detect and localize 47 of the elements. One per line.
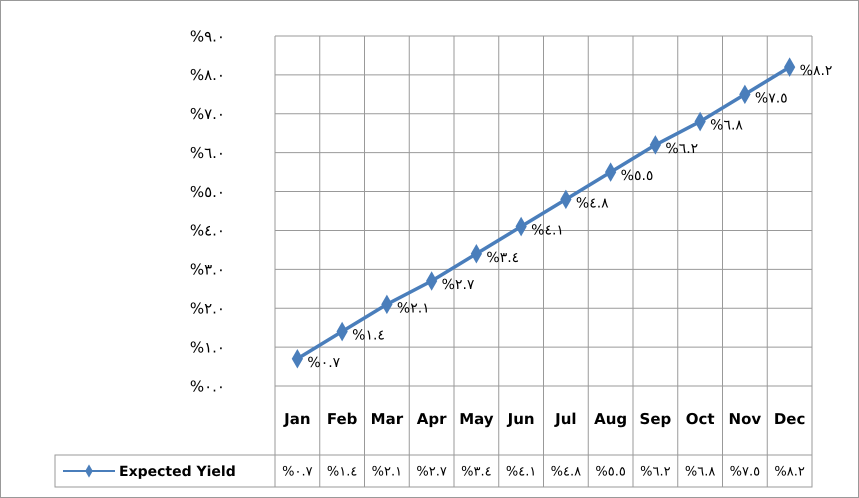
y-tick-label: %٦.٠ bbox=[190, 144, 225, 162]
x-tick-label: Aug bbox=[594, 410, 628, 428]
data-label: %٠.٧ bbox=[282, 464, 313, 480]
text: %٣.٤ bbox=[486, 250, 520, 266]
text: %٦.٢ bbox=[665, 140, 698, 157]
x-tick-label: Jan bbox=[283, 410, 311, 428]
text: %٢.٧ bbox=[442, 277, 474, 293]
data-label: %٤.١ bbox=[506, 464, 536, 480]
x-tick-label: Nov bbox=[728, 410, 762, 428]
text: %٨.٢ bbox=[800, 63, 832, 80]
data-label: %٢.٧ bbox=[416, 464, 447, 480]
text: %٥.٥ bbox=[620, 168, 654, 184]
x-tick-label: Jun bbox=[506, 410, 535, 428]
x-tick-label: Feb bbox=[326, 410, 358, 428]
data-label: %٣.٤ bbox=[461, 464, 492, 480]
y-tick-label: %٧.٠ bbox=[190, 105, 225, 124]
data-label: %١.٤ bbox=[326, 464, 358, 480]
text: %٢.١ bbox=[396, 300, 430, 316]
y-tick-label: %٢.٠ bbox=[190, 299, 225, 318]
y-tick-label: %٤.٠ bbox=[190, 222, 225, 240]
text: %٤.٨ bbox=[576, 195, 609, 212]
data-label: %٧.٥ bbox=[730, 464, 760, 480]
legend-label: Expected Yield bbox=[119, 464, 236, 480]
text: %٧.٥ bbox=[754, 90, 788, 106]
data-label: %٦.٢ bbox=[640, 464, 671, 480]
text: %٠.٧ bbox=[307, 354, 340, 371]
text: %٤.١ bbox=[531, 222, 564, 239]
data-label: %٥.٥ bbox=[595, 464, 626, 480]
y-tick-label: %٥.٠ bbox=[190, 182, 225, 201]
data-label: %٨.٢ bbox=[774, 464, 805, 480]
y-tick-label: %٣.٠ bbox=[190, 260, 225, 279]
data-label: %٤.٨ bbox=[550, 464, 582, 480]
text: %٦.٨ bbox=[710, 118, 743, 134]
data-label: %٦.٨ bbox=[684, 464, 716, 480]
y-tick-label: %١.٠ bbox=[190, 338, 225, 356]
text: %١.٤ bbox=[352, 328, 385, 344]
x-tick-label: May bbox=[459, 410, 494, 428]
x-tick-label: Oct bbox=[686, 410, 715, 428]
x-tick-label: Jul bbox=[554, 410, 577, 428]
data-label: %٢.١ bbox=[372, 464, 402, 480]
x-tick-label: Mar bbox=[370, 410, 404, 428]
y-tick-label: %٩.٠ bbox=[190, 27, 225, 46]
y-tick-label: %٠.٠ bbox=[190, 377, 225, 396]
x-tick-label: Sep bbox=[640, 410, 672, 428]
x-tick-label: Dec bbox=[774, 410, 806, 428]
y-tick-label: %٨.٠ bbox=[190, 66, 225, 84]
x-tick-label: Apr bbox=[416, 410, 448, 428]
